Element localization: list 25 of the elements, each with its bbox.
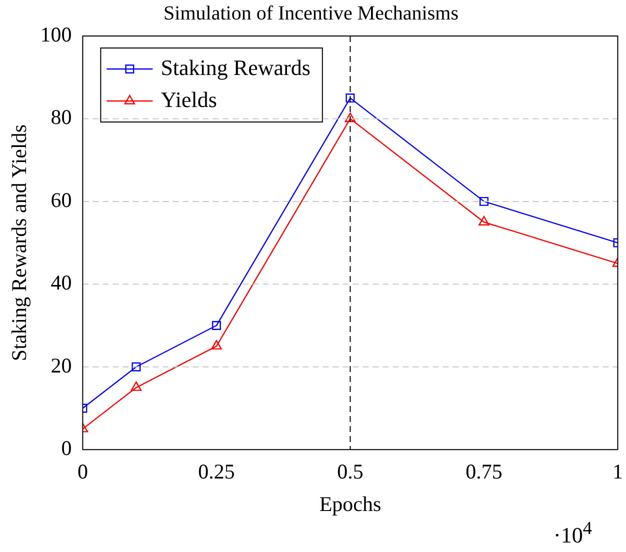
y-tick-label: 0 — [61, 436, 72, 460]
y-tick-label: 80 — [50, 105, 72, 130]
y-tick-label: 60 — [50, 188, 72, 212]
x-tick-label: 0.75 — [466, 460, 502, 484]
legend-label: Staking Rewards — [160, 54, 310, 80]
chart-title: Simulation of Incentive Mechanisms — [164, 2, 459, 24]
point — [132, 362, 141, 372]
point — [346, 94, 355, 103]
point — [478, 216, 490, 226]
x-tick-label: 1 — [612, 460, 623, 484]
legend-label: Yields — [160, 86, 217, 112]
point — [212, 321, 221, 330]
x-tick-label: 0.5 — [337, 460, 364, 484]
y-tick-label: 100 — [40, 22, 72, 47]
point — [130, 381, 142, 391]
point — [211, 340, 222, 350]
point — [480, 196, 488, 206]
y-tick-label: 20 — [50, 353, 72, 378]
x-axis-title: Epochs — [319, 492, 382, 516]
x-tick-label: 0.25 — [198, 460, 235, 484]
y-tick-label: 40 — [50, 270, 72, 295]
text: ·10$^{4}$ — [554, 518, 592, 548]
y-axis-title: Staking Rewards and Yields — [7, 124, 32, 362]
x-tick-label: 0 — [77, 460, 88, 484]
point — [344, 112, 356, 122]
